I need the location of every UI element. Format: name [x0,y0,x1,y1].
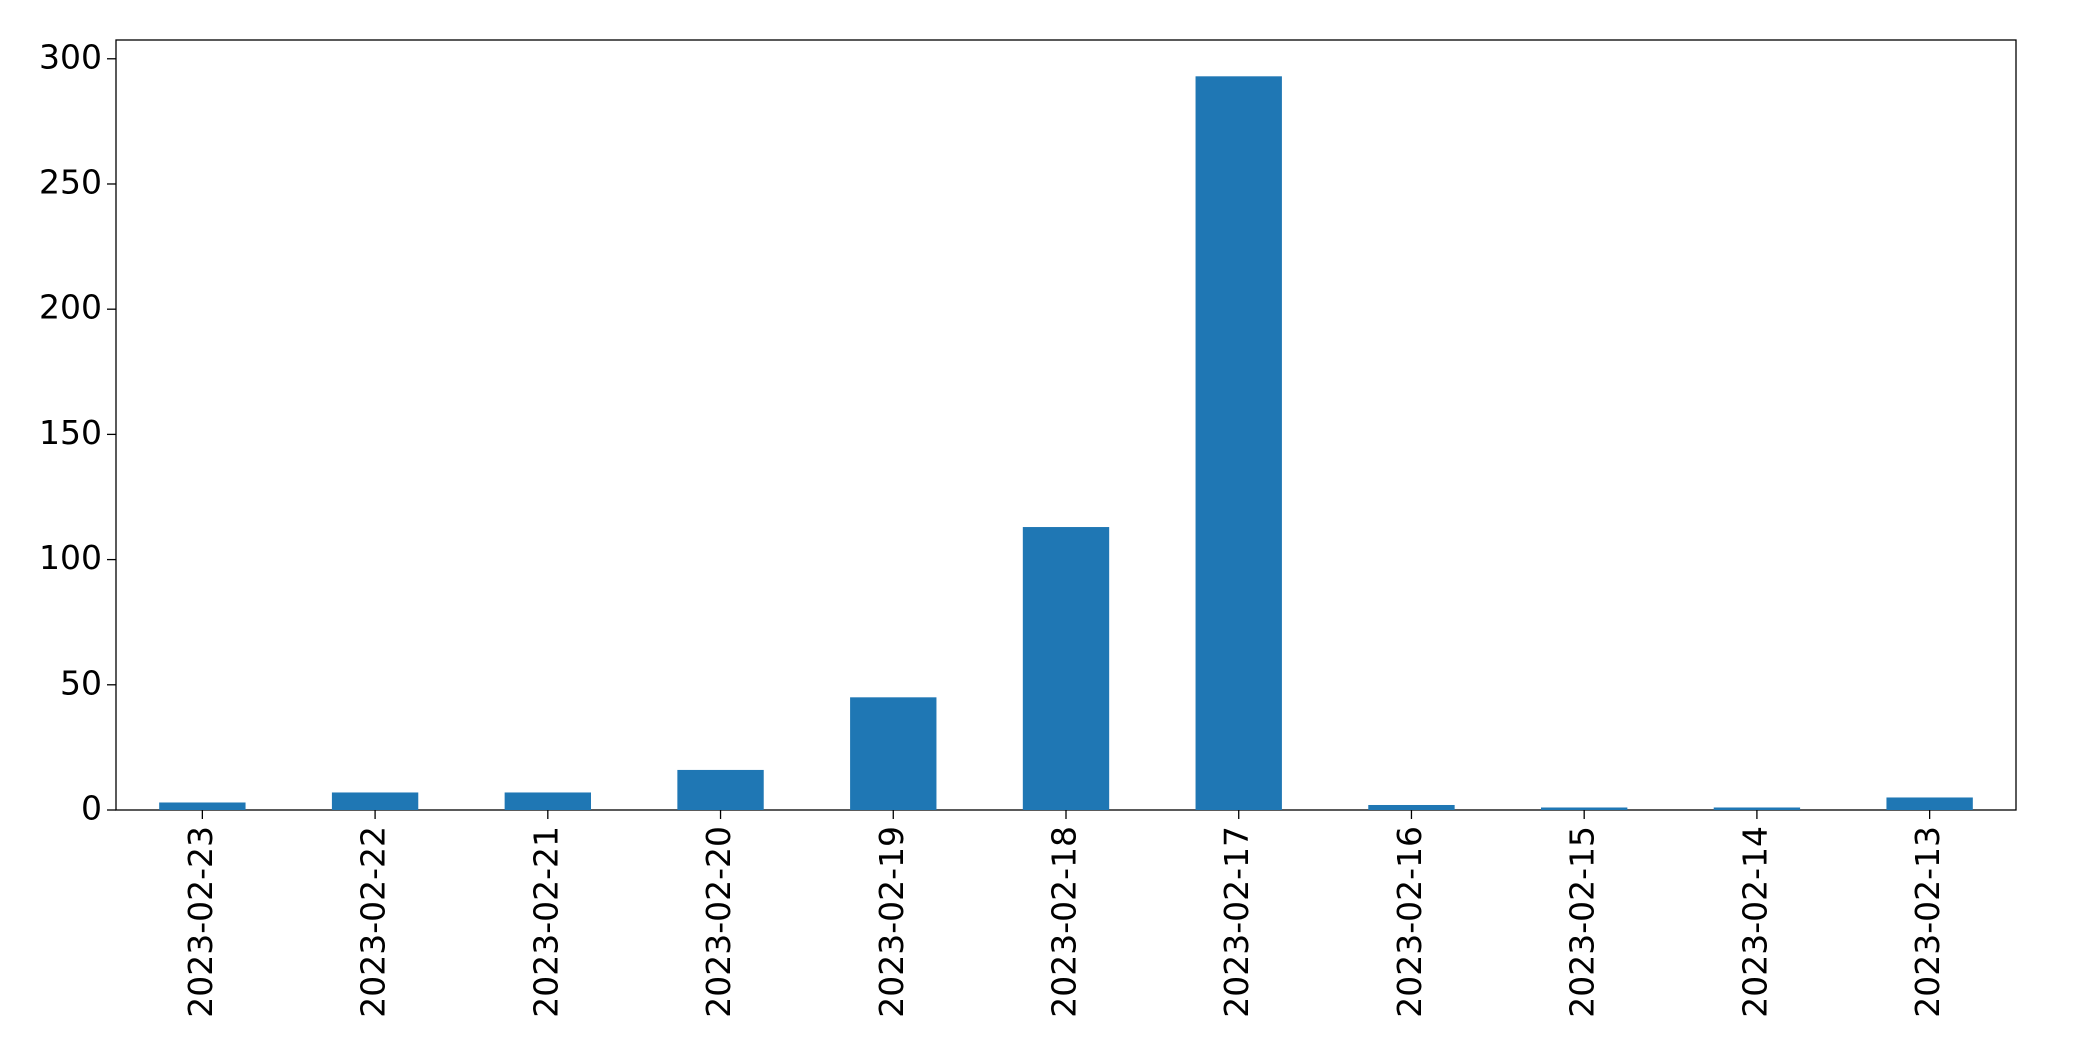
bar [850,697,937,810]
bar [504,792,591,810]
bar [331,792,419,810]
y-tick-label: 300 [39,37,102,76]
x-tick-label: 2023-02-22 [354,826,393,1018]
y-tick-label: 50 [60,663,102,702]
x-tick-label: 2023-02-21 [526,826,565,1018]
bar [1022,527,1110,810]
bar [159,802,246,810]
bar [1195,76,1282,810]
x-tick-label: 2023-02-14 [1735,826,1774,1018]
bar [1886,797,1973,810]
bar [1713,807,1801,810]
y-tick-label: 150 [39,413,102,452]
x-tick-label: 2023-02-17 [1217,826,1256,1018]
y-tick-label: 250 [39,162,102,201]
bar [677,769,764,810]
x-tick-label: 2023-02-16 [1390,826,1429,1018]
x-tick-label: 2023-02-20 [699,826,738,1018]
x-tick-label: 2023-02-15 [1563,826,1602,1018]
x-tick-label: 2023-02-18 [1045,826,1084,1018]
bar [1368,804,1455,810]
x-tick-label: 2023-02-13 [1908,826,1947,1018]
x-tick-label: 2023-02-19 [872,826,911,1018]
x-tick-label: 2023-02-23 [181,826,220,1018]
bar [1541,807,1628,810]
y-tick-label: 100 [39,538,102,577]
y-tick-label: 0 [81,789,102,828]
y-tick-label: 200 [39,288,102,327]
